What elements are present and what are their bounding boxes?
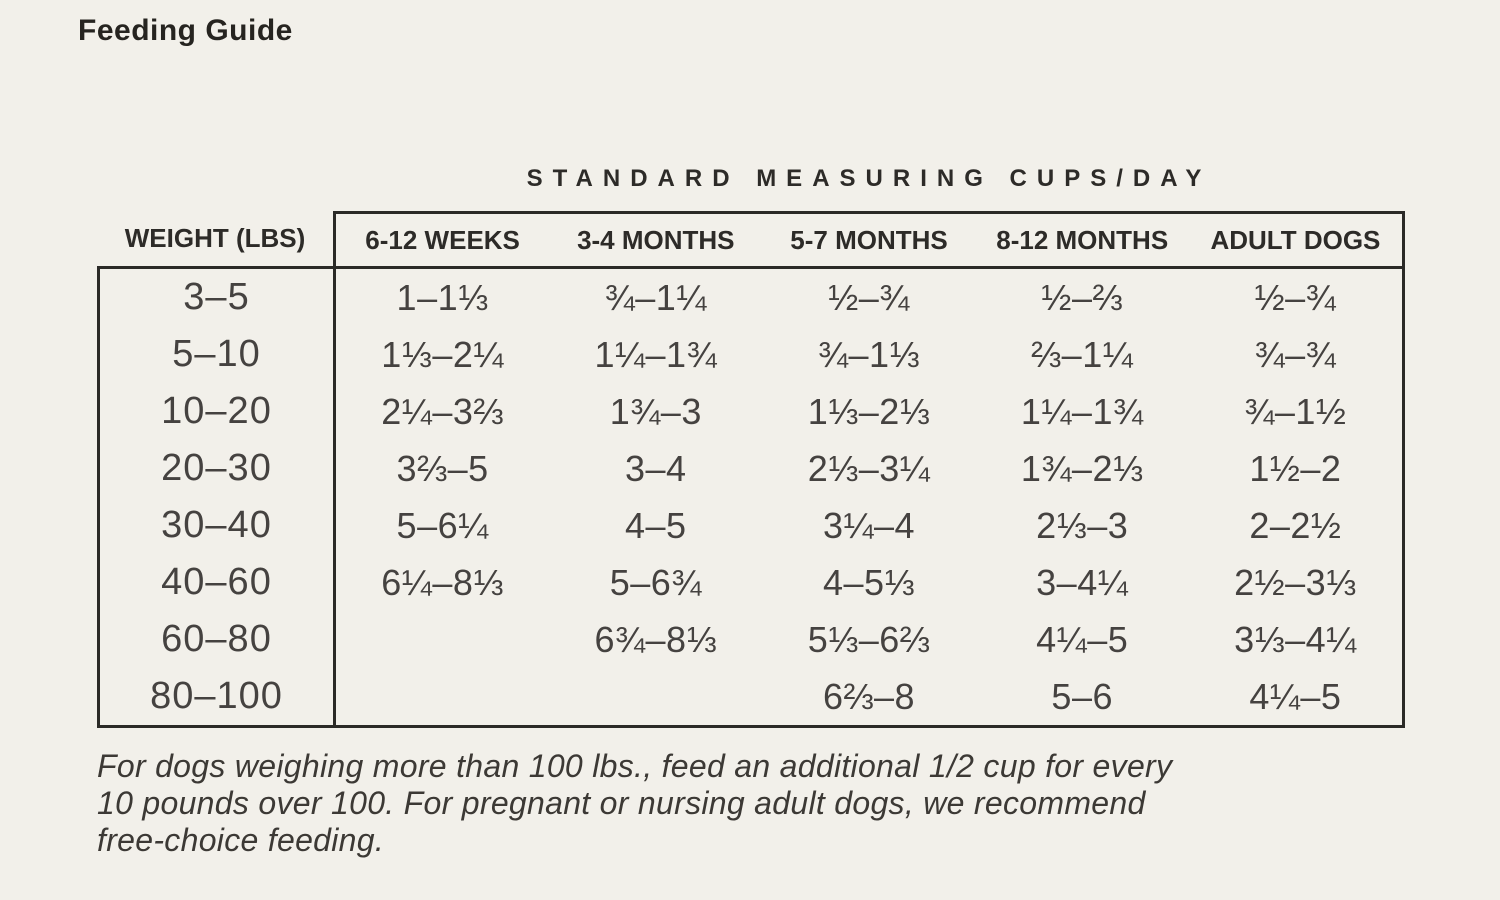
value-cell: ¾–¾ (1254, 333, 1337, 375)
value-cell: ¾–1½ (1244, 390, 1347, 432)
footnote-line: 10 pounds over 100. For pregnant or nurs… (97, 785, 1146, 821)
footnote-line: free-choice feeding. (97, 822, 385, 858)
table-caption: STANDARD MEASURING CUPS/DAY (526, 165, 1212, 192)
column-header: 3-4 MONTHS (577, 224, 735, 255)
column-header-weight: WEIGHT (LBS) (124, 223, 306, 253)
table-row: 80–100 6⅔–8 5–6 4¼–5 (100, 668, 1402, 725)
column-header: 8-12 MONTHS (996, 224, 1169, 255)
value-cell: 1¼–1¾ (594, 333, 718, 375)
value-cell: 5–6¼ (396, 504, 489, 546)
value-cell: 6¾–8⅓ (594, 618, 718, 660)
weight-cell: 80–100 (100, 668, 336, 725)
weight-cell: 60–80 (100, 611, 336, 668)
value-cell: 2–2½ (1249, 504, 1342, 546)
value-cell: 3–4¼ (1036, 561, 1129, 603)
value-cell: ½–⅔ (1041, 276, 1123, 318)
value-cell: 2⅓–3¼ (807, 447, 931, 489)
value-cell: 5–6¾ (609, 561, 702, 603)
column-header: 5-7 MONTHS (790, 224, 948, 255)
value-cell: 1¾–3 (609, 390, 702, 432)
value-cell: 4¼–5 (1036, 618, 1129, 660)
value-cell (336, 668, 549, 725)
table-body: 3–5 1–1⅓ ¾–1¼ ½–¾ ½–⅔ ½–¾ 5–10 1⅓–2¼ 1¼–1¾ ¾–1⅓ ⅔–… (97, 266, 1405, 728)
value-cell: 3–4 (625, 447, 687, 489)
table-row: 60–80 6¾–8⅓ 5⅓–6⅔ 4¼–5 3⅓–4¼ (100, 611, 1402, 668)
weight-cell: 20–30 (100, 440, 336, 497)
value-cell (336, 611, 549, 668)
value-cell: 5⅓–6⅔ (807, 618, 931, 660)
value-cell: 1¾–2⅓ (1020, 447, 1144, 489)
weight-cell: 3–5 (100, 269, 336, 326)
footnote-line: For dogs weighing more than 100 lbs., fe… (97, 748, 1173, 784)
value-cell: 1⅓–2¼ (381, 333, 504, 375)
value-cell: 4¼–5 (1249, 675, 1342, 717)
footnote: For dogs weighing more than 100 lbs., fe… (97, 748, 1437, 859)
value-cell: 3⅔–5 (396, 447, 489, 489)
value-cell: 1¼–1¾ (1020, 390, 1144, 432)
column-header: ADULT DOGS (1210, 224, 1381, 255)
months-header-group: 6-12 WEEKS 3-4 MONTHS 5-7 MONTHS 8-12 MO… (333, 211, 1405, 266)
value-cell: 4–5 (625, 504, 687, 546)
table-row: 5–10 1⅓–2¼ 1¼–1¾ ¾–1⅓ ⅔–1¼ ¾–¾ (100, 326, 1402, 383)
value-cell: ¾–1⅓ (817, 333, 921, 375)
page-title: Feeding Guide (78, 14, 293, 47)
weight-cell: 30–40 (100, 497, 336, 554)
column-header: 6-12 WEEKS (365, 224, 520, 255)
table-row: 30–40 5–6¼ 4–5 3¼–4 2⅓–3 2–2½ (100, 497, 1402, 554)
value-cell: 2⅓–3 (1036, 504, 1129, 546)
value-cell: 6⅔–8 (822, 675, 916, 717)
table-row: 10–20 2¼–3⅔ 1¾–3 1⅓–2⅓ 1¼–1¾ ¾–1½ (100, 383, 1402, 440)
value-cell: 3⅓–4¼ (1234, 618, 1357, 660)
value-cell: 3¼–4 (822, 504, 916, 546)
value-cell: ⅔–1¼ (1031, 333, 1134, 375)
weight-cell: 10–20 (100, 383, 336, 440)
weight-cell: 5–10 (100, 326, 336, 383)
table-header-row: WEIGHT (LBS) 6-12 WEEKS 3-4 MONTHS 5-7 M… (97, 211, 1405, 266)
value-cell: ¾–1¼ (604, 276, 707, 318)
value-cell: ½–¾ (1254, 276, 1337, 318)
table-row: 3–5 1–1⅓ ¾–1¼ ½–¾ ½–⅔ ½–¾ (100, 269, 1402, 326)
weight-cell: 40–60 (100, 554, 336, 611)
value-cell: 1½–2 (1249, 447, 1342, 489)
value-cell: 5–6 (1051, 675, 1113, 717)
table-row: 40–60 6¼–8⅓ 5–6¾ 4–5⅓ 3–4¼ 2½–3⅓ (100, 554, 1402, 611)
table-row: 20–30 3⅔–5 3–4 2⅓–3¼ 1¾–2⅓ 1½–2 (100, 440, 1402, 497)
value-cell: 6¼–8⅓ (381, 561, 504, 603)
value-cell (549, 668, 762, 725)
value-cell: ½–¾ (828, 276, 910, 318)
value-cell: 1–1⅓ (396, 276, 489, 318)
value-cell: 2¼–3⅔ (381, 390, 504, 432)
value-cell: 2½–3⅓ (1234, 561, 1357, 603)
value-cell: 1⅓–2⅓ (807, 390, 931, 432)
feeding-guide-table: WEIGHT (LBS) 6-12 WEEKS 3-4 MONTHS 5-7 M… (97, 211, 1405, 728)
value-cell: 4–5⅓ (822, 561, 916, 603)
